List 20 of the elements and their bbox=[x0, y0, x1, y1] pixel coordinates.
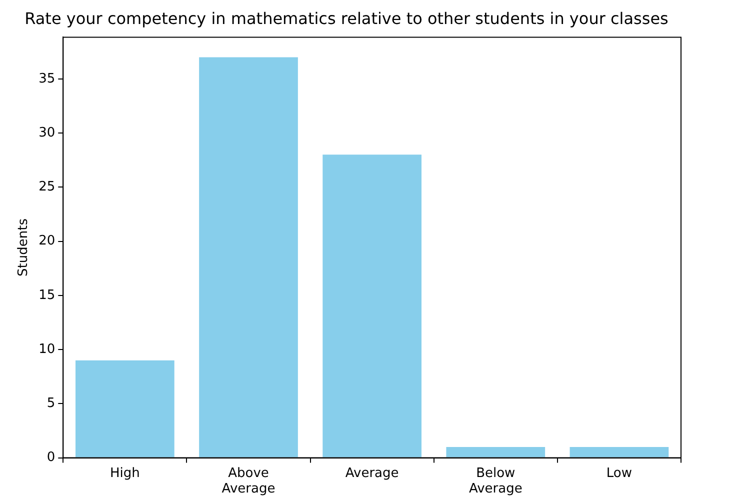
y-tick-label: 5 bbox=[46, 396, 56, 412]
bar bbox=[446, 446, 546, 458]
y-tick-label: 10 bbox=[38, 342, 56, 357]
bar bbox=[76, 360, 174, 458]
y-axis-title: Students bbox=[16, 218, 32, 276]
bar bbox=[570, 446, 669, 458]
y-tick-label: 0 bbox=[46, 450, 56, 466]
y-tick-label: 35 bbox=[38, 71, 56, 86]
x-tick-label: High bbox=[110, 466, 140, 481]
x-tick-label: Above Average bbox=[222, 466, 276, 497]
x-tick-label: Average bbox=[345, 466, 399, 481]
y-tick-label: 20 bbox=[38, 234, 56, 249]
x-tick-label: Below Average bbox=[468, 466, 522, 497]
y-tick-label: 15 bbox=[38, 288, 56, 303]
bar bbox=[322, 154, 422, 458]
chart-title: Rate your competency in mathematics relative to other students in your classes bbox=[24, 8, 668, 28]
y-tick-label: 30 bbox=[38, 125, 56, 140]
x-tick-label: Low bbox=[606, 466, 632, 481]
bar bbox=[199, 57, 298, 458]
y-tick-label: 25 bbox=[38, 180, 56, 195]
